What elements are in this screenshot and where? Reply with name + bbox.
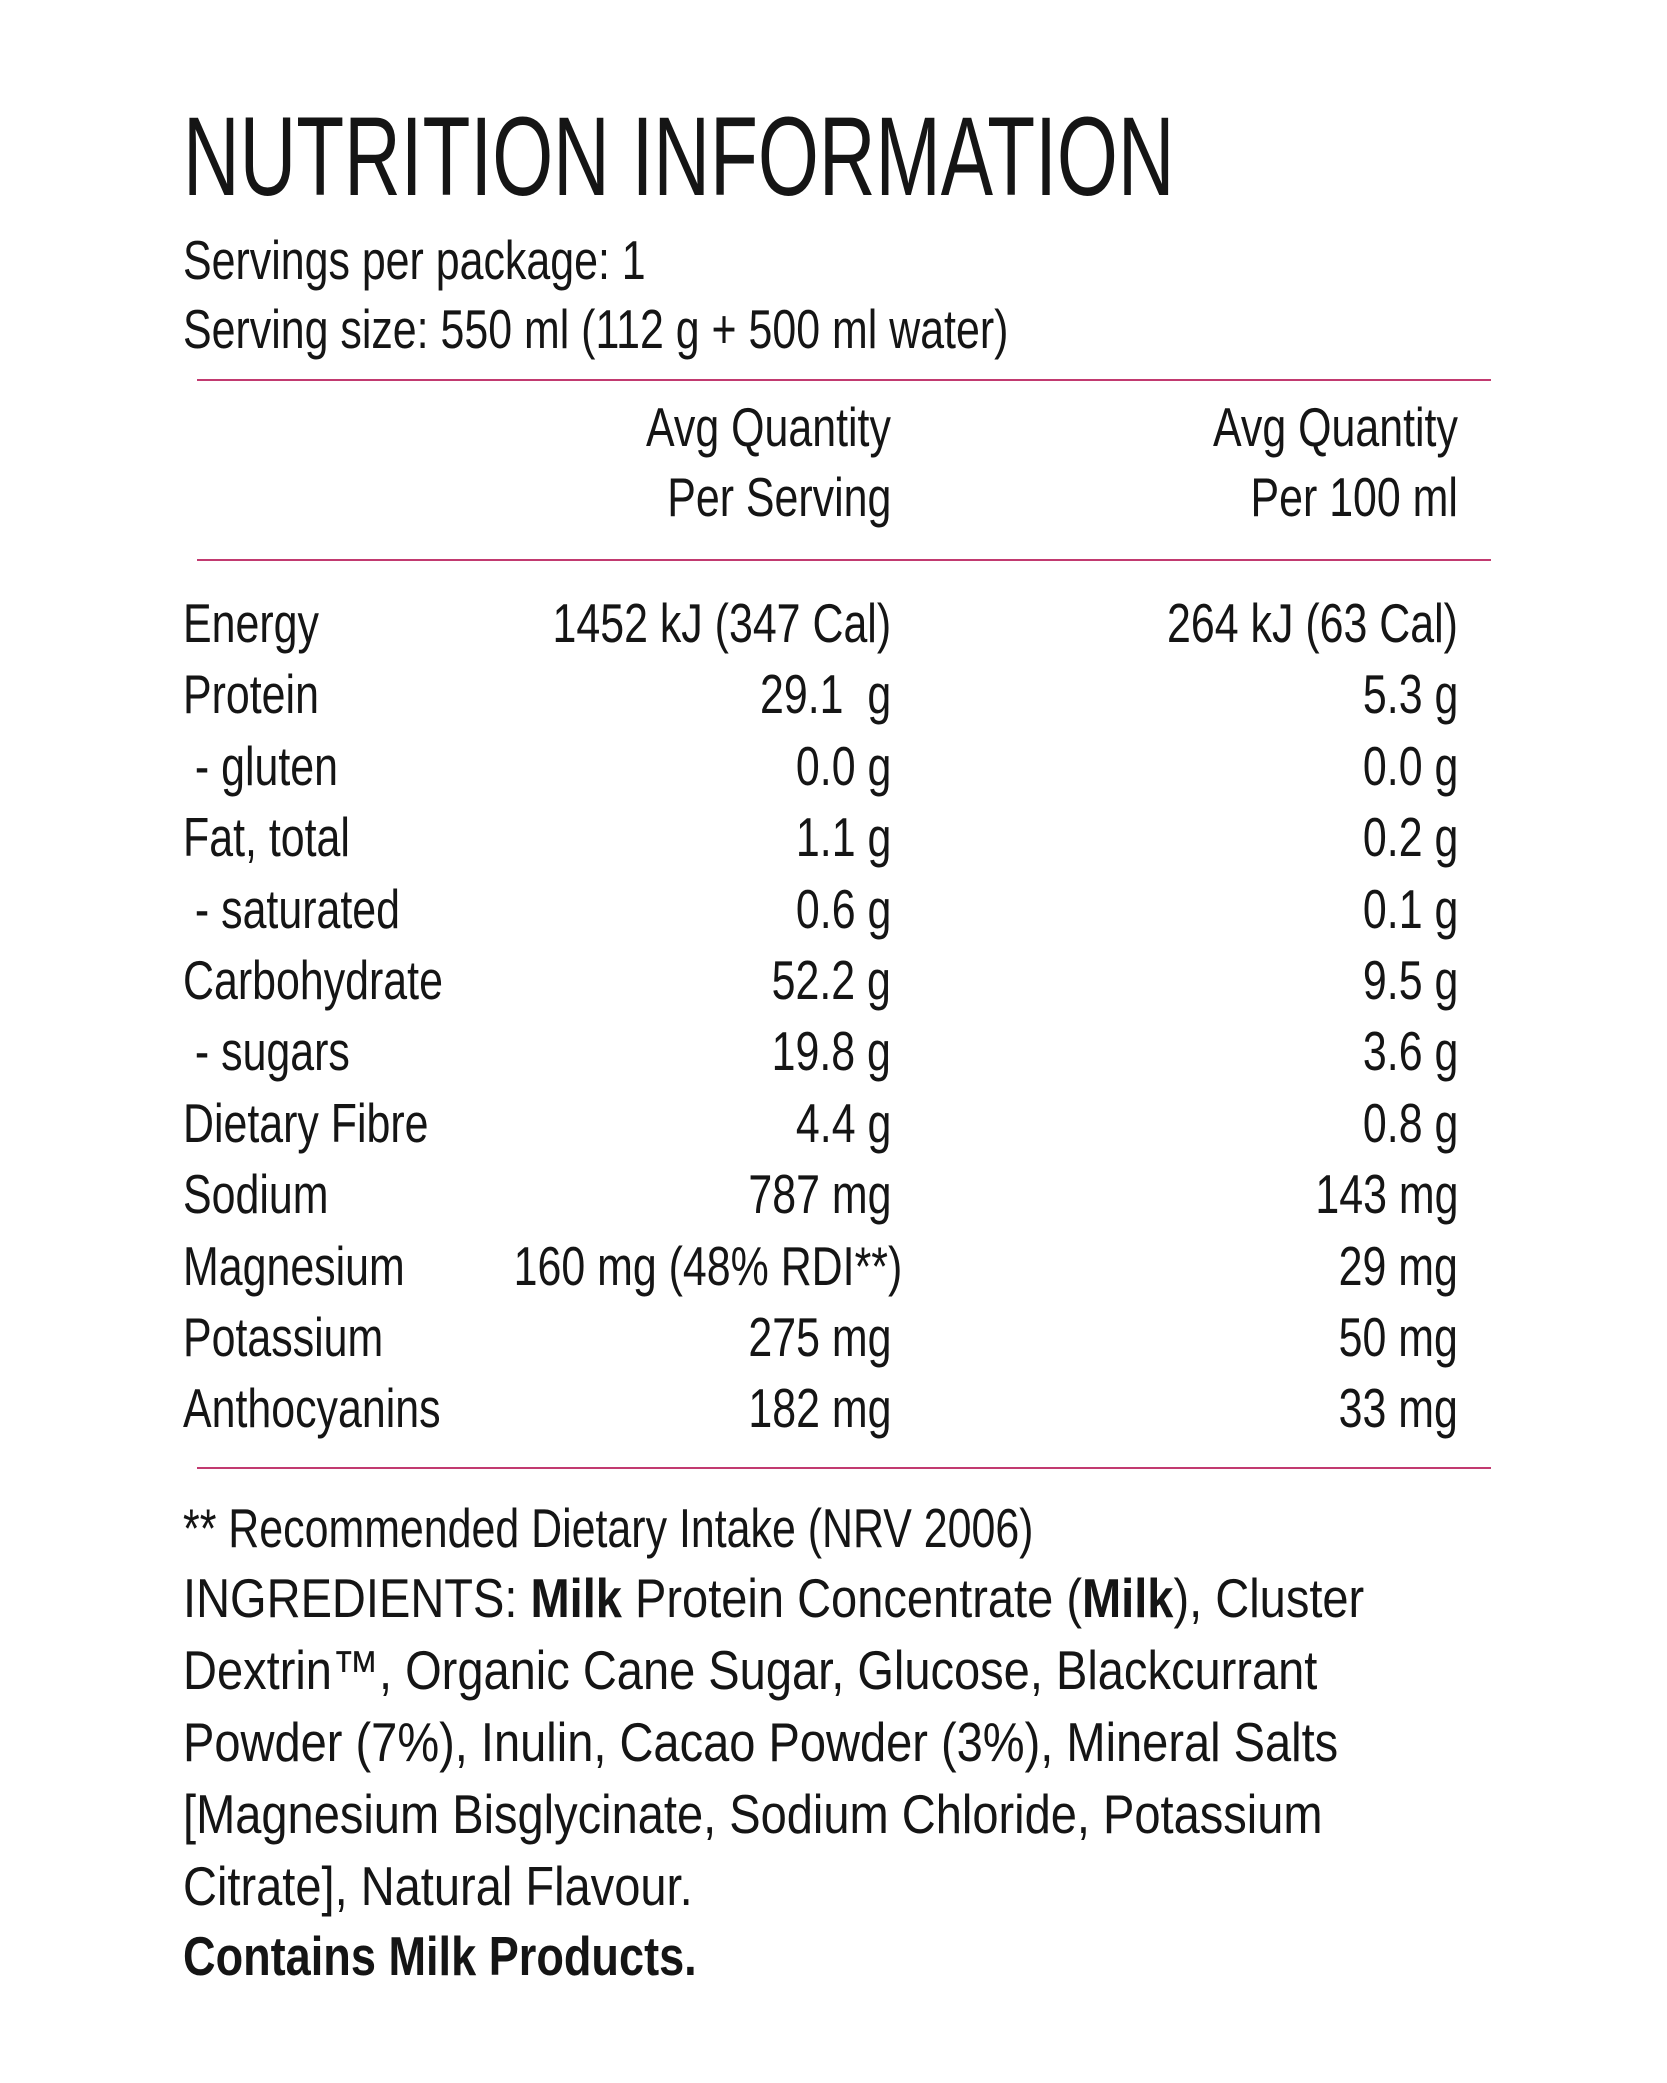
ingredients-text: Citrate], Natural Flavour. — [183, 1855, 693, 1917]
ingredients-text: ), Cluster — [1173, 1567, 1365, 1629]
per-serving: 19.8 g — [771, 1020, 891, 1083]
column-header: Avg Quantity — [1213, 396, 1458, 458]
per-100ml: 0.2 g — [1362, 806, 1458, 869]
nutrient-name: Fat, total — [183, 806, 350, 869]
nutrient-name: Anthocyanins — [183, 1377, 441, 1440]
ingredients-line: Powder (7%), Inulin, Cacao Powder (3%), … — [183, 1707, 1338, 1777]
ingredients-line: [Magnesium Bisglycinate, Sodium Chloride… — [183, 1779, 1323, 1849]
per-100ml: 29 mg — [1338, 1234, 1458, 1297]
ingredients-text: INGREDIENTS: — [183, 1567, 531, 1629]
per-100ml: 143 mg — [1314, 1163, 1458, 1226]
ingredients-text: Protein Concentrate ( — [621, 1567, 1083, 1629]
nutrient-name: - sugars — [183, 1020, 350, 1083]
per-100ml: 0.1 g — [1362, 877, 1458, 940]
title: NUTRITION INFORMATION — [183, 94, 1175, 219]
ingredients-line: Dextrin™, Organic Cane Sugar, Glucose, B… — [183, 1635, 1317, 1705]
nutrient-name: - saturated — [183, 877, 400, 940]
nutrient-name: Energy — [183, 592, 319, 654]
ingredients-line: Citrate], Natural Flavour. — [183, 1851, 693, 1921]
per-100ml: 3.6 g — [1362, 1020, 1458, 1083]
column-header: Per Serving — [666, 466, 891, 528]
per-serving: 1.1 g — [795, 806, 891, 869]
per-100ml: 0.8 g — [1362, 1091, 1458, 1154]
per-100ml: 5.3 g — [1362, 663, 1458, 726]
ingredients-text: Milk — [1082, 1567, 1174, 1629]
nutrient-name: Carbohydrate — [183, 949, 443, 1011]
nutrient-name: Magnesium — [183, 1234, 405, 1297]
servings-per-package: Servings per package: 1 — [183, 229, 646, 291]
per-100ml: 50 mg — [1338, 1306, 1458, 1368]
nutrient-name: Sodium — [183, 1163, 329, 1226]
per-serving: 787 mg — [747, 1163, 891, 1226]
divider — [197, 379, 1491, 381]
footnote: ** Recommended Dietary Intake (NRV 2006) — [183, 1497, 1034, 1559]
per-serving: 275 mg — [747, 1306, 891, 1368]
divider — [197, 1467, 1491, 1469]
per-100ml: 0.0 g — [1362, 734, 1458, 797]
per-serving: 4.4 g — [795, 1091, 891, 1154]
nutrient-name: Potassium — [183, 1306, 384, 1368]
per-100ml: 264 kJ (63 Cal) — [1167, 592, 1458, 654]
ingredients-text: [Magnesium Bisglycinate, Sodium Chloride… — [183, 1783, 1323, 1845]
per-serving: 0.0 g — [795, 734, 891, 797]
divider — [197, 559, 1491, 561]
per-serving: 0.6 g — [795, 877, 891, 940]
column-header: Per 100 ml — [1250, 466, 1458, 528]
serving-size: Serving size: 550 ml (112 g + 500 ml wat… — [183, 298, 1009, 360]
ingredients-line: INGREDIENTS: Milk Protein Concentrate (M… — [183, 1563, 1364, 1633]
per-serving: 29.1 g — [759, 663, 891, 726]
column-header: Avg Quantity — [646, 396, 891, 458]
nutrient-name: - gluten — [183, 734, 339, 797]
allergen-statement: Contains Milk Products. — [183, 1925, 697, 1987]
ingredients-text: Powder (7%), Inulin, Cacao Powder (3%), … — [183, 1711, 1339, 1773]
ingredients-text: Dextrin™, Organic Cane Sugar, Glucose, B… — [183, 1639, 1318, 1701]
per-serving: 160 mg (48% RDI**) — [513, 1234, 902, 1297]
nutrient-name: Protein — [183, 663, 319, 726]
per-serving: 182 mg — [747, 1377, 891, 1440]
per-100ml: 9.5 g — [1362, 949, 1458, 1011]
nutrient-name: Dietary Fibre — [183, 1091, 429, 1154]
per-100ml: 33 mg — [1338, 1377, 1458, 1440]
per-serving: 52.2 g — [771, 949, 891, 1011]
per-serving: 1452 kJ (347 Cal) — [552, 592, 891, 654]
ingredients-text: Milk — [530, 1567, 622, 1629]
